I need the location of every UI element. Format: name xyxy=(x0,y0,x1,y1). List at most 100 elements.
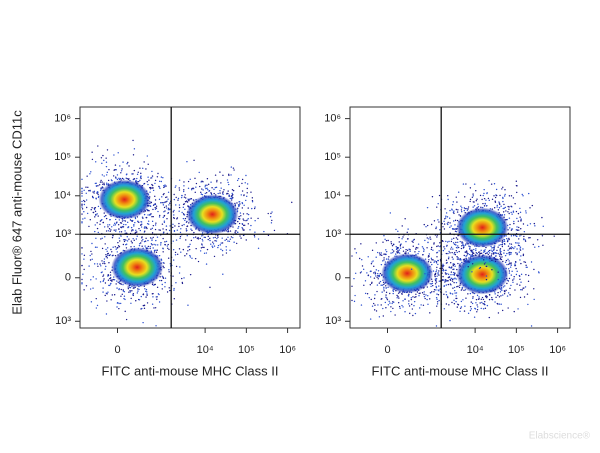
event-dot xyxy=(168,204,170,206)
event-dot xyxy=(455,196,457,198)
event-dot xyxy=(108,284,110,287)
event-dot xyxy=(133,287,135,289)
event-dot xyxy=(437,273,439,275)
event-dot xyxy=(195,186,197,188)
event-dot xyxy=(154,206,156,209)
event-dot xyxy=(91,253,93,255)
event-dot xyxy=(207,183,210,186)
event-dot xyxy=(131,173,133,175)
event-dot xyxy=(163,202,165,204)
event-dot xyxy=(417,252,419,255)
event-dot xyxy=(530,325,533,327)
event-dot xyxy=(499,248,502,250)
event-dot xyxy=(214,186,217,189)
event-dot xyxy=(221,249,224,252)
event-dot xyxy=(411,303,413,306)
event-dot xyxy=(81,190,83,193)
event-dot xyxy=(460,247,463,250)
event-dot xyxy=(496,204,498,207)
event-dot xyxy=(219,190,221,192)
y-tick-label: 10⁵ xyxy=(324,151,341,163)
event-dot xyxy=(435,285,437,288)
event-dot xyxy=(81,208,84,210)
x-tick-label: 10⁴ xyxy=(197,344,214,356)
event-dot xyxy=(458,250,460,253)
event-dot xyxy=(111,236,114,239)
event-dot xyxy=(94,224,96,226)
event-dot xyxy=(136,292,139,294)
event-dot xyxy=(160,242,162,244)
event-dot xyxy=(155,207,158,209)
event-dot xyxy=(461,245,463,247)
event-dot xyxy=(471,250,473,252)
event-dot xyxy=(140,242,142,244)
event-dot xyxy=(443,293,445,295)
event-dot xyxy=(106,300,108,302)
event-dot xyxy=(237,207,239,210)
event-dot xyxy=(453,228,456,230)
event-dot xyxy=(111,294,113,296)
event-dot xyxy=(517,212,520,215)
event-dot xyxy=(94,214,97,216)
event-dot xyxy=(375,269,378,271)
event-dot xyxy=(210,192,212,194)
event-dot xyxy=(485,199,487,201)
event-dot xyxy=(509,223,511,226)
event-dot xyxy=(115,177,117,179)
event-dot xyxy=(497,278,499,281)
event-dot xyxy=(491,247,493,249)
event-dot xyxy=(90,171,92,173)
event-dot xyxy=(111,251,113,253)
event-dot xyxy=(483,205,486,207)
event-dot xyxy=(91,158,94,161)
event-dot xyxy=(143,213,146,216)
event-dot xyxy=(205,187,207,190)
event-dot xyxy=(83,211,85,213)
event-dot xyxy=(459,240,461,243)
event-dot xyxy=(495,296,497,299)
watermark: Elabscience® xyxy=(529,431,591,442)
event-dot xyxy=(178,187,180,189)
event-dot xyxy=(102,183,104,185)
event-dot xyxy=(117,223,120,226)
event-dot xyxy=(116,301,119,304)
event-dot xyxy=(467,265,469,268)
event-dot xyxy=(151,283,154,286)
event-dot xyxy=(89,190,91,192)
event-dot xyxy=(518,242,520,244)
event-dot xyxy=(247,223,250,225)
event-dot xyxy=(291,201,293,204)
event-dot xyxy=(173,198,176,201)
event-dot xyxy=(494,252,496,254)
event-dot xyxy=(109,271,112,273)
event-dot xyxy=(163,214,166,217)
event-dot xyxy=(103,182,105,184)
event-dot xyxy=(151,238,153,240)
event-dot xyxy=(147,176,149,178)
event-dot xyxy=(179,266,181,268)
event-dot xyxy=(228,240,231,243)
event-dot xyxy=(178,272,181,274)
event-dot xyxy=(429,236,431,238)
event-dot xyxy=(457,304,460,306)
event-dot xyxy=(514,289,516,291)
event-dot xyxy=(418,292,420,295)
event-dot xyxy=(149,245,151,248)
event-dot xyxy=(506,295,509,297)
event-dot xyxy=(486,295,488,298)
event-dot xyxy=(507,205,509,208)
event-dot xyxy=(183,214,186,216)
event-dot xyxy=(377,272,379,275)
event-dot xyxy=(516,252,518,255)
event-dot xyxy=(131,242,133,244)
event-dot xyxy=(516,235,518,238)
event-dot xyxy=(481,198,483,201)
event-dot xyxy=(97,145,99,147)
event-dot xyxy=(514,264,516,267)
event-dot xyxy=(401,304,403,307)
event-dot xyxy=(450,225,452,227)
event-dot xyxy=(451,277,453,280)
event-dot xyxy=(201,180,203,182)
event-dot xyxy=(390,306,392,308)
event-dot xyxy=(115,169,117,171)
